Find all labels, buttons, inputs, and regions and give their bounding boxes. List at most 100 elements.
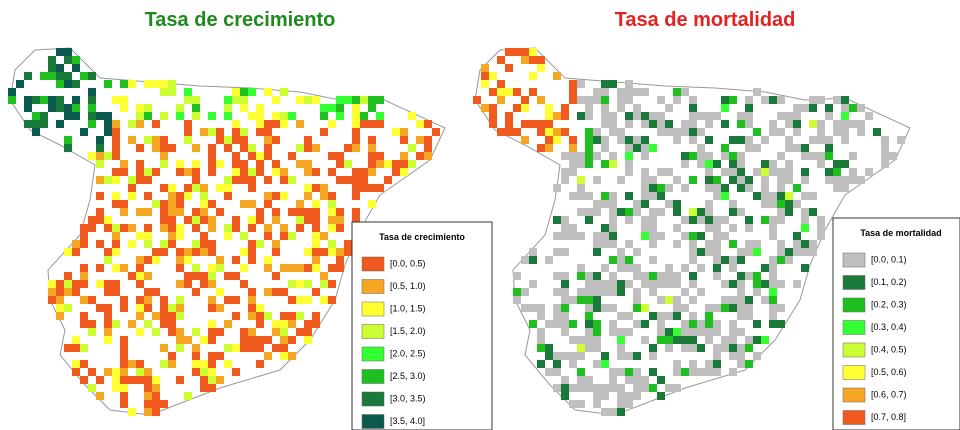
legend-title: Tasa de mortalidad (860, 228, 941, 238)
map-cell (729, 136, 737, 144)
map-cell (424, 136, 432, 144)
map-cell (625, 152, 633, 160)
map-cell (296, 96, 304, 104)
map-cell (272, 168, 280, 176)
map-cell (312, 312, 320, 320)
map-cell (168, 312, 176, 320)
map-cell (208, 272, 216, 280)
map-cell (208, 384, 216, 392)
map-cell (753, 320, 761, 328)
map-cell (208, 320, 216, 328)
map-cell (264, 256, 272, 264)
map-cell (136, 264, 144, 272)
map-cell (112, 128, 120, 136)
map-cell (593, 136, 601, 144)
map-cell (537, 64, 545, 72)
map-cell (601, 224, 609, 232)
map-cell (80, 224, 88, 232)
map-cell (240, 160, 248, 168)
map-cell (625, 256, 633, 264)
panel-title: Tasa de mortalidad (615, 9, 796, 31)
map-cell (176, 248, 184, 256)
map-cell (240, 328, 248, 336)
map-cell (120, 208, 128, 216)
map-cell (296, 200, 304, 208)
map-cell (737, 312, 745, 320)
map-cell (689, 256, 697, 264)
map-cell (593, 240, 601, 248)
map-cell (793, 112, 801, 120)
map-cell (312, 248, 320, 256)
map-cell (216, 328, 224, 336)
map-cell (729, 96, 737, 104)
map-cell (625, 392, 633, 400)
map-cell (593, 400, 601, 408)
map-cell (809, 96, 817, 104)
map-cell (200, 360, 208, 368)
map-cell (785, 160, 793, 168)
map-cell (264, 144, 272, 152)
map-cell (112, 232, 120, 240)
legend-swatch (361, 414, 385, 429)
map-cell (152, 288, 160, 296)
map-cell (585, 208, 593, 216)
map-cell (200, 248, 208, 256)
map-cell (152, 400, 160, 408)
map-cell (64, 48, 72, 56)
map-cell (272, 136, 280, 144)
map-cell (769, 272, 777, 280)
map-cell (585, 104, 593, 112)
map-cell (633, 208, 641, 216)
map-cell (745, 216, 753, 224)
map-cell (120, 224, 128, 232)
map-cell (529, 280, 537, 288)
map-cell (264, 88, 272, 96)
map-cell (144, 384, 152, 392)
map-cell (633, 264, 641, 272)
map-cell (545, 136, 553, 144)
map-cell (561, 152, 569, 160)
map-cell (152, 200, 160, 208)
map-cell (368, 152, 376, 160)
map-cell (617, 280, 625, 288)
map-cell (424, 152, 432, 160)
map-cell (16, 80, 24, 88)
map-cell (841, 104, 849, 112)
map-cell (208, 280, 216, 288)
map-cell (256, 360, 264, 368)
map-cell (641, 320, 649, 328)
map-cell (641, 280, 649, 288)
map-cell (729, 240, 737, 248)
map-cell (352, 176, 360, 184)
legend-label: [0.2, 0.3) (871, 299, 907, 309)
map-cell (184, 248, 192, 256)
map-cell (360, 120, 368, 128)
map-cell (168, 144, 176, 152)
map-cell (176, 280, 184, 288)
map-cell (160, 296, 168, 304)
map-cell (336, 152, 344, 160)
map-cell (152, 408, 160, 416)
legend-label: [1.5, 2.0) (390, 326, 426, 336)
map-cell (713, 256, 721, 264)
map-cell (577, 336, 585, 344)
map-cell (633, 288, 641, 296)
map-cell (48, 296, 56, 304)
map-cell (200, 192, 208, 200)
map-cell (657, 128, 665, 136)
map-cell (593, 360, 601, 368)
map-cell (657, 184, 665, 192)
map-cell (96, 136, 104, 144)
map-cell (216, 304, 224, 312)
map-cell (288, 312, 296, 320)
map-cell (264, 224, 272, 232)
map-cell (769, 120, 777, 128)
map-cell (569, 320, 577, 328)
map-cell (208, 224, 216, 232)
map-cell (713, 216, 721, 224)
map-cell (721, 296, 729, 304)
map-cell (144, 112, 152, 120)
map-cell (769, 264, 777, 272)
map-cell (208, 248, 216, 256)
map-cell (272, 248, 280, 256)
